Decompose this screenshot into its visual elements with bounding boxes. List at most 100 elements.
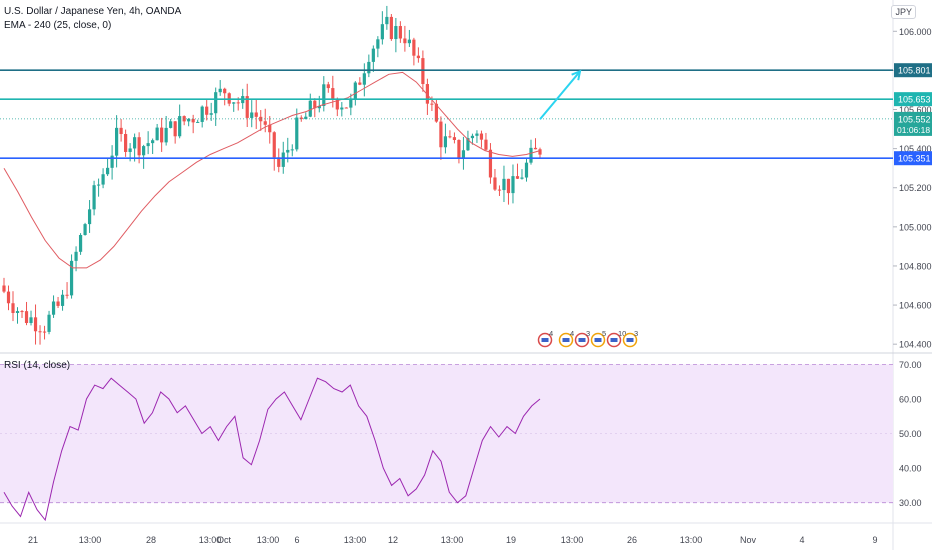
candle-body[interactable]	[96, 184, 101, 186]
candle-body[interactable]	[529, 147, 533, 163]
candle-body[interactable]	[263, 121, 267, 125]
candle-body[interactable]	[335, 99, 339, 110]
currency-badge[interactable]: JPY	[891, 5, 916, 19]
candle-body[interactable]	[232, 102, 236, 104]
candle-body[interactable]	[286, 149, 290, 153]
candle-body[interactable]	[187, 118, 191, 122]
candle-body[interactable]	[56, 301, 60, 306]
candle-body[interactable]	[416, 55, 420, 59]
candle-body[interactable]	[250, 112, 254, 118]
candle-body[interactable]	[169, 121, 173, 128]
candle-body[interactable]	[466, 138, 470, 151]
candle-body[interactable]	[439, 121, 443, 148]
candle-body[interactable]	[407, 39, 411, 44]
candle-body[interactable]	[214, 92, 218, 114]
candle-body[interactable]	[524, 162, 529, 178]
candle-body[interactable]	[430, 103, 434, 105]
candle-body[interactable]	[448, 136, 452, 138]
symbol-title[interactable]: U.S. Dollar / Japanese Yen, 4h, OANDA	[4, 6, 182, 17]
candle-body[interactable]	[24, 311, 29, 324]
candle-body[interactable]	[389, 16, 393, 40]
candle-body[interactable]	[268, 124, 272, 133]
candle-body[interactable]	[218, 88, 222, 93]
candle-body[interactable]	[538, 149, 542, 155]
candle-body[interactable]	[42, 331, 47, 333]
candle-body[interactable]	[164, 127, 168, 143]
candle-body[interactable]	[475, 133, 479, 136]
candle-body[interactable]	[457, 139, 461, 159]
candle-body[interactable]	[6, 291, 11, 304]
candle-body[interactable]	[142, 146, 146, 156]
candle-body[interactable]	[87, 209, 92, 225]
candle-body[interactable]	[196, 121, 200, 123]
candle-body[interactable]	[488, 149, 493, 178]
candle-body[interactable]	[133, 137, 137, 149]
candle-body[interactable]	[403, 38, 407, 44]
candle-body[interactable]	[461, 150, 466, 159]
candle-body[interactable]	[376, 39, 380, 49]
candle-body[interactable]	[443, 136, 448, 148]
candle-body[interactable]	[484, 139, 488, 150]
candle-body[interactable]	[259, 116, 263, 122]
candle-body[interactable]	[353, 82, 357, 100]
ema-legend[interactable]: EMA - 240 (25, close, 0)	[4, 20, 112, 31]
candle-body[interactable]	[38, 331, 42, 333]
candle-body[interactable]	[74, 251, 78, 261]
candle-body[interactable]	[304, 116, 308, 120]
candle-body[interactable]	[128, 148, 132, 152]
candle-body[interactable]	[115, 127, 119, 156]
candle-body[interactable]	[272, 132, 276, 158]
candle-body[interactable]	[511, 176, 515, 194]
candle-body[interactable]	[105, 167, 110, 175]
candle-body[interactable]	[173, 121, 177, 137]
candle-body[interactable]	[533, 147, 538, 150]
candle-body[interactable]	[326, 84, 330, 89]
candle-body[interactable]	[362, 73, 366, 85]
candle-body[interactable]	[47, 314, 51, 332]
candle-body[interactable]	[51, 301, 56, 315]
candle-body[interactable]	[182, 116, 186, 122]
candle-body[interactable]	[200, 106, 204, 122]
candle-body[interactable]	[349, 99, 353, 108]
candle-body[interactable]	[178, 116, 182, 137]
candle-body[interactable]	[412, 39, 416, 56]
candle-body[interactable]	[245, 96, 249, 118]
candle-body[interactable]	[295, 117, 299, 150]
candle-body[interactable]	[29, 317, 33, 324]
candle-body[interactable]	[146, 143, 150, 147]
rsi-line[interactable]	[3, 377, 541, 522]
candle-body[interactable]	[65, 294, 69, 296]
candle-body[interactable]	[394, 26, 398, 40]
candle-body[interactable]	[236, 102, 240, 104]
candle-body[interactable]	[78, 234, 83, 252]
candle-body[interactable]	[344, 107, 348, 109]
candle-body[interactable]	[2, 285, 6, 292]
candle-body[interactable]	[385, 16, 389, 25]
candle-body[interactable]	[33, 317, 38, 332]
candle-body[interactable]	[209, 113, 213, 115]
candle-body[interactable]	[331, 88, 335, 100]
rsi-legend[interactable]: RSI (14, close)	[4, 360, 71, 371]
candle-body[interactable]	[11, 303, 15, 314]
candle-body[interactable]	[371, 48, 375, 62]
candle-body[interactable]	[434, 103, 439, 122]
candle-body[interactable]	[119, 127, 123, 135]
candle-body[interactable]	[124, 134, 128, 152]
candle-body[interactable]	[254, 112, 258, 117]
candle-body[interactable]	[83, 224, 87, 235]
candle-body[interactable]	[502, 178, 506, 191]
trend-arrow[interactable]	[539, 70, 581, 120]
candle-body[interactable]	[205, 106, 209, 115]
candle-body[interactable]	[137, 137, 141, 156]
candle-body[interactable]	[358, 82, 362, 85]
candle-body[interactable]	[515, 176, 520, 179]
candle-body[interactable]	[340, 107, 344, 110]
candle-body[interactable]	[425, 84, 429, 104]
candle-body[interactable]	[92, 185, 96, 210]
candle-body[interactable]	[313, 100, 317, 109]
candle-body[interactable]	[101, 174, 105, 185]
ema-line[interactable]	[3, 71, 541, 269]
candle-body[interactable]	[155, 127, 159, 141]
candle-body[interactable]	[452, 137, 457, 140]
